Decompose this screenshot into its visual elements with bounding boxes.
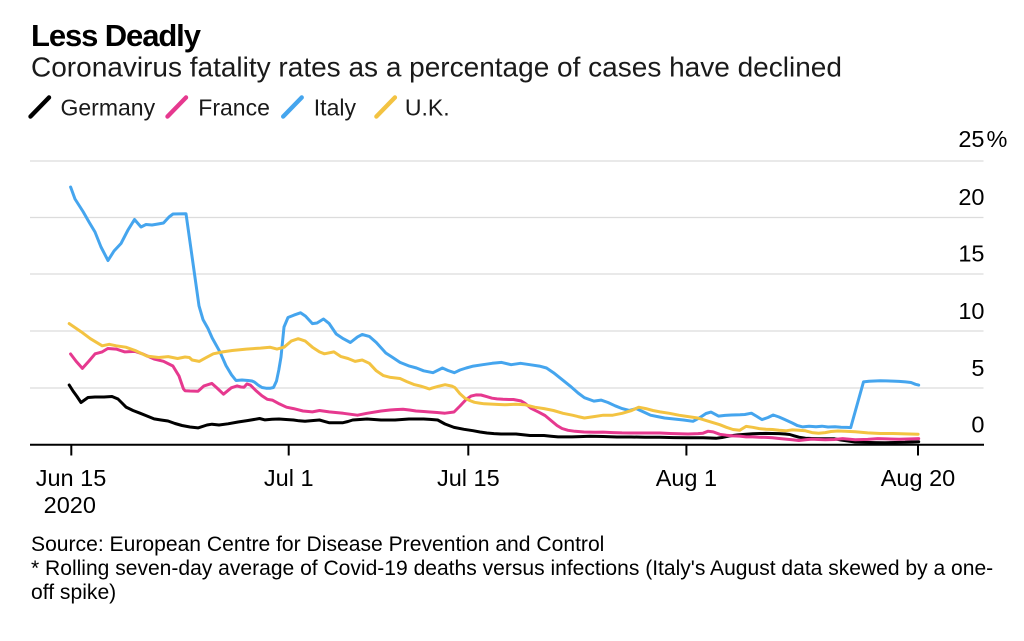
svg-text:0: 0 bbox=[971, 412, 984, 438]
svg-text:off spike): off spike) bbox=[31, 581, 116, 604]
svg-text:%: % bbox=[987, 126, 1008, 152]
svg-text:Germany: Germany bbox=[61, 94, 156, 120]
svg-text:Jul 1: Jul 1 bbox=[264, 465, 314, 491]
svg-text:10: 10 bbox=[958, 298, 984, 324]
svg-text:Source: European Centre for Di: Source: European Centre for Disease Prev… bbox=[31, 533, 604, 556]
svg-text:Coronavirus fatality rates as: Coronavirus fatality rates as a percenta… bbox=[31, 52, 842, 83]
svg-text:Jun 15: Jun 15 bbox=[36, 465, 107, 491]
svg-text:Less Deadly: Less Deadly bbox=[31, 18, 202, 53]
svg-text:Aug 1: Aug 1 bbox=[656, 465, 717, 491]
svg-text:5: 5 bbox=[971, 355, 984, 381]
svg-text:France: France bbox=[198, 94, 270, 120]
svg-text:Italy: Italy bbox=[314, 94, 357, 120]
svg-text:U.K.: U.K. bbox=[405, 94, 450, 120]
svg-text:2020: 2020 bbox=[44, 492, 96, 518]
svg-text:Jul 15: Jul 15 bbox=[437, 465, 500, 491]
svg-text:Aug 20: Aug 20 bbox=[881, 465, 955, 491]
svg-text:25: 25 bbox=[958, 126, 984, 152]
svg-text:20: 20 bbox=[958, 184, 984, 210]
svg-text:* Rolling seven-day average of: * Rolling seven-day average of Covid-19 … bbox=[31, 557, 993, 580]
svg-text:15: 15 bbox=[958, 241, 984, 267]
